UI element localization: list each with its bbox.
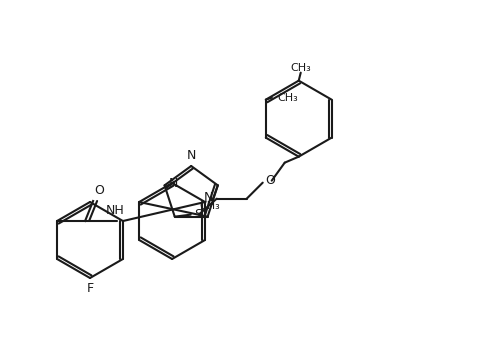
Text: F: F	[86, 282, 93, 295]
Text: CH₃: CH₃	[290, 63, 311, 73]
Text: N: N	[204, 191, 213, 204]
Text: N: N	[187, 149, 196, 162]
Text: CH₃: CH₃	[200, 201, 220, 211]
Text: O: O	[266, 174, 275, 187]
Text: O: O	[94, 184, 104, 197]
Text: S: S	[194, 208, 202, 221]
Text: NH: NH	[106, 204, 124, 217]
Text: CH₃: CH₃	[278, 93, 298, 103]
Text: N: N	[169, 177, 178, 190]
